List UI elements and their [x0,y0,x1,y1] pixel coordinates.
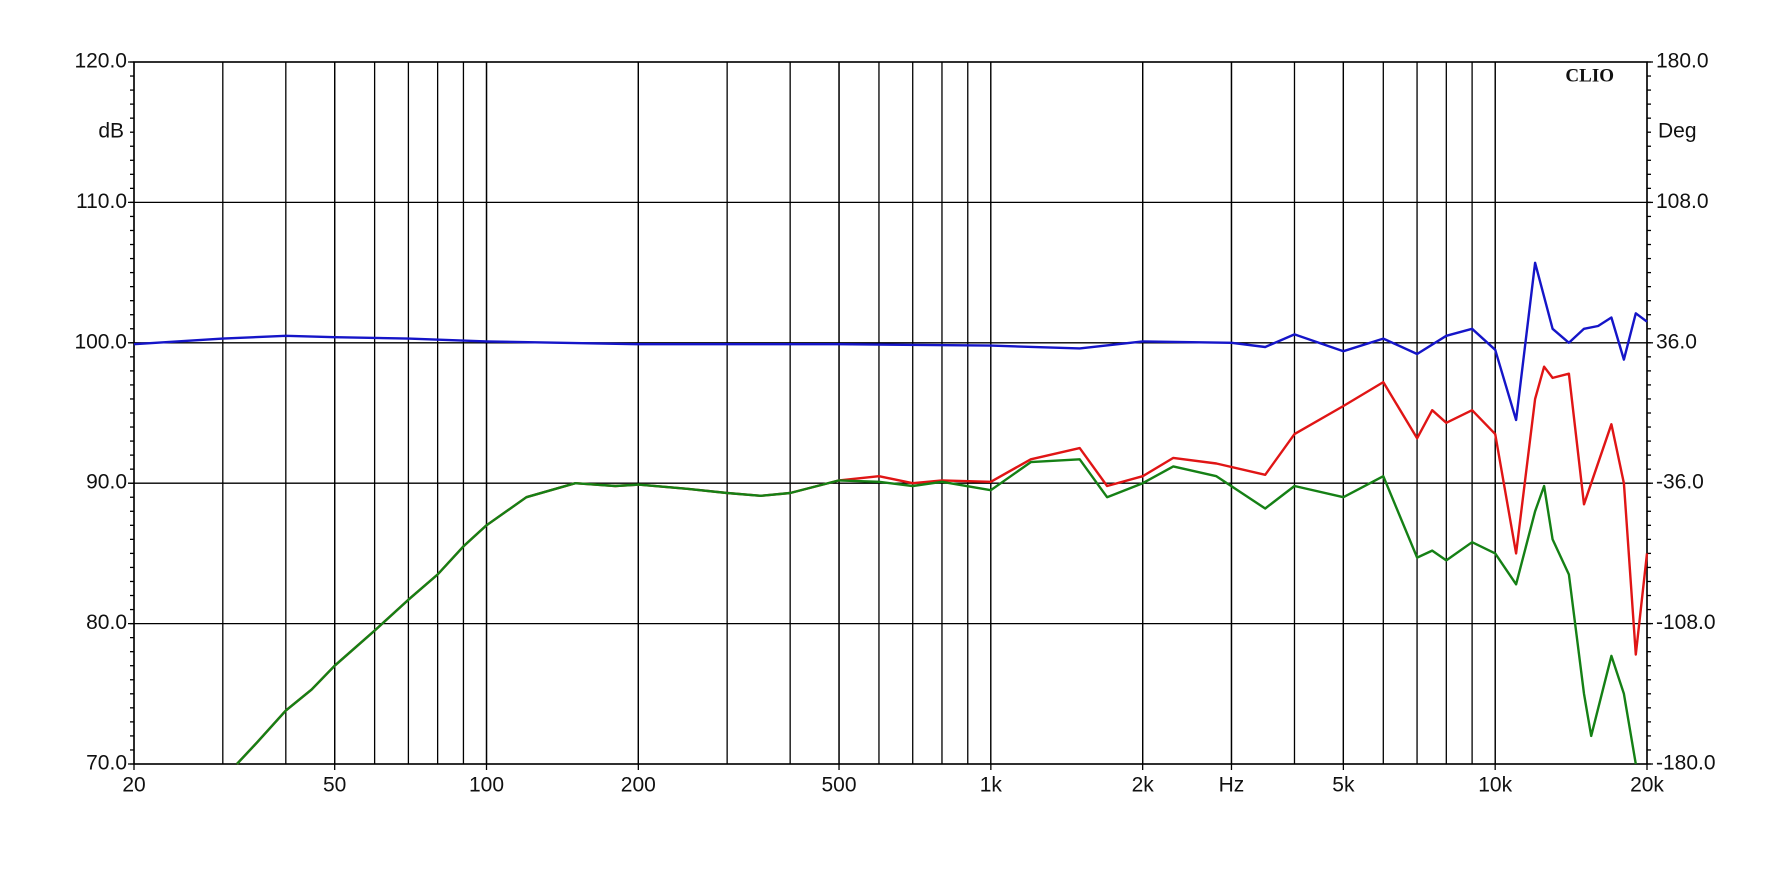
y-tick-label: 100.0 [74,330,127,353]
y2-tick-label: 108.0 [1656,190,1709,213]
y2-tick-label: -36.0 [1656,471,1704,494]
x-tick-label: 20k [1630,774,1664,797]
y-tick-label: 110.0 [76,190,127,213]
x-tick-label: 2k [1132,774,1155,797]
y-tick-label: 90.0 [86,471,127,494]
series-line [133,261,1648,422]
y2-axis-label: Deg [1658,120,1697,143]
x-tick-label: 200 [621,774,656,797]
y-tick-label: 80.0 [86,611,127,634]
x-tick-label: 1k [980,774,1003,797]
x-tick-label: 20 [122,774,145,797]
plot-frame [133,61,1648,765]
y2-tick-label: -108.0 [1656,611,1716,634]
y2-tick-label: 180.0 [1656,50,1709,73]
y-tick-label: 70.0 [86,752,127,775]
x-tick-label: 100 [469,774,504,797]
y2-tick-label: 36.0 [1656,330,1697,353]
annotation: CLIO [1565,65,1614,86]
y-tick-label: 120.0 [74,50,127,73]
x-tick-label: 500 [822,774,857,797]
y2-tick-label: -180.0 [1656,752,1716,775]
x-tick-label: 10k [1478,774,1512,797]
x-tick-label: Hz [1219,774,1245,797]
x-tick-label: 5k [1332,774,1355,797]
y-axis-label: dB [98,120,124,143]
x-tick-label: 50 [323,774,346,797]
series-line [236,458,1637,765]
